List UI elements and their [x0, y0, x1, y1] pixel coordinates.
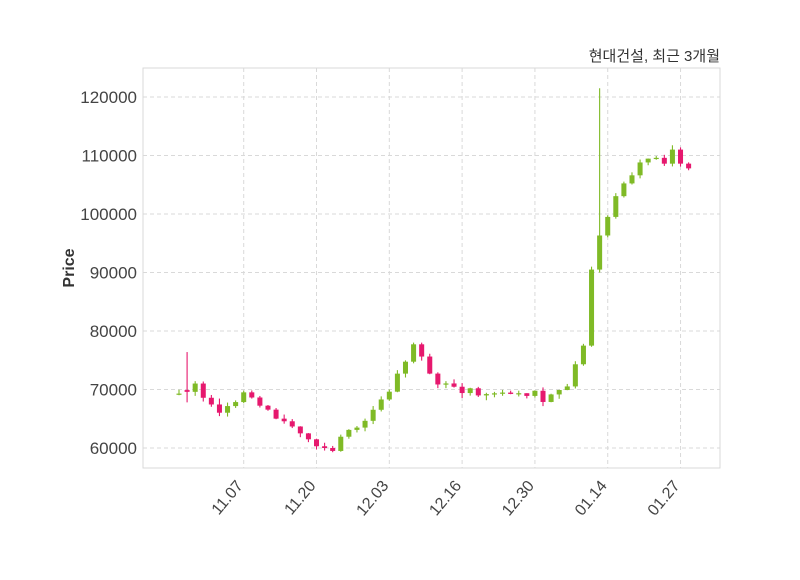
svg-text:100000: 100000 [80, 205, 137, 224]
svg-text:11.07: 11.07 [209, 478, 247, 519]
svg-text:12.30: 12.30 [499, 478, 538, 520]
svg-text:120000: 120000 [80, 88, 137, 107]
svg-text:90000: 90000 [90, 264, 137, 283]
svg-text:12.16: 12.16 [426, 478, 465, 520]
svg-text:60000: 60000 [90, 439, 137, 458]
svg-text:110000: 110000 [82, 147, 137, 166]
svg-text:현대건설, 최근 3개월: 현대건설, 최근 3개월 [589, 48, 720, 65]
svg-text:Price: Price [61, 248, 78, 287]
svg-text:11.20: 11.20 [282, 478, 320, 519]
svg-text:01.27: 01.27 [645, 478, 684, 520]
svg-text:12.03: 12.03 [354, 478, 393, 520]
svg-text:01.14: 01.14 [572, 478, 611, 520]
svg-text:70000: 70000 [90, 381, 137, 400]
svg-text:80000: 80000 [90, 322, 137, 341]
